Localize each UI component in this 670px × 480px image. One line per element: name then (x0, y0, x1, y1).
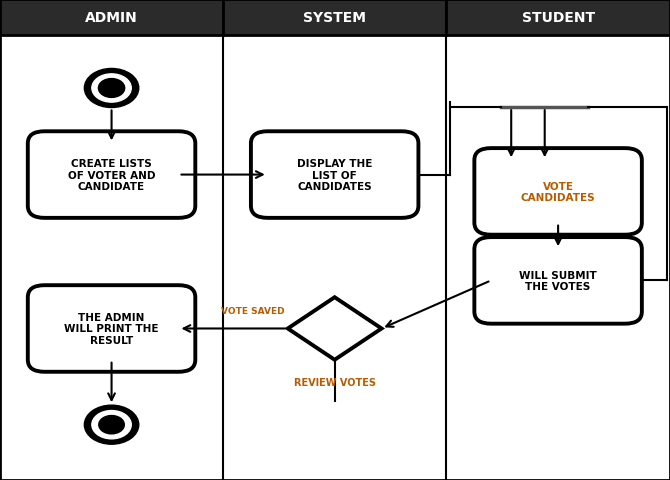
FancyBboxPatch shape (28, 132, 196, 218)
Text: CREATE LISTS
OF VOTER AND
CANDIDATE: CREATE LISTS OF VOTER AND CANDIDATE (68, 158, 155, 192)
Text: WILL SUBMIT
THE VOTES: WILL SUBMIT THE VOTES (519, 270, 597, 291)
Text: VOTE SAVED: VOTE SAVED (221, 306, 285, 315)
FancyBboxPatch shape (474, 149, 642, 235)
Bar (0, 0, 223, 36)
Circle shape (98, 416, 125, 434)
Circle shape (92, 411, 131, 439)
Bar (446, 0, 670, 36)
Circle shape (84, 405, 139, 444)
Text: REVIEW VOTES: REVIEW VOTES (293, 377, 376, 387)
Text: ADMIN: ADMIN (85, 11, 138, 25)
Text: THE ADMIN
WILL PRINT THE
RESULT: THE ADMIN WILL PRINT THE RESULT (64, 312, 159, 346)
FancyBboxPatch shape (474, 238, 642, 324)
Text: DISPLAY THE
LIST OF
CANDIDATES: DISPLAY THE LIST OF CANDIDATES (297, 158, 373, 192)
FancyBboxPatch shape (251, 132, 418, 218)
Circle shape (92, 75, 131, 103)
Circle shape (98, 79, 125, 98)
Bar (223, 0, 446, 36)
Polygon shape (288, 298, 382, 360)
FancyBboxPatch shape (28, 286, 196, 372)
Text: SYSTEM: SYSTEM (303, 11, 366, 25)
Text: STUDENT: STUDENT (521, 11, 595, 25)
Text: VOTE
CANDIDATES: VOTE CANDIDATES (521, 181, 596, 203)
Circle shape (84, 69, 139, 108)
